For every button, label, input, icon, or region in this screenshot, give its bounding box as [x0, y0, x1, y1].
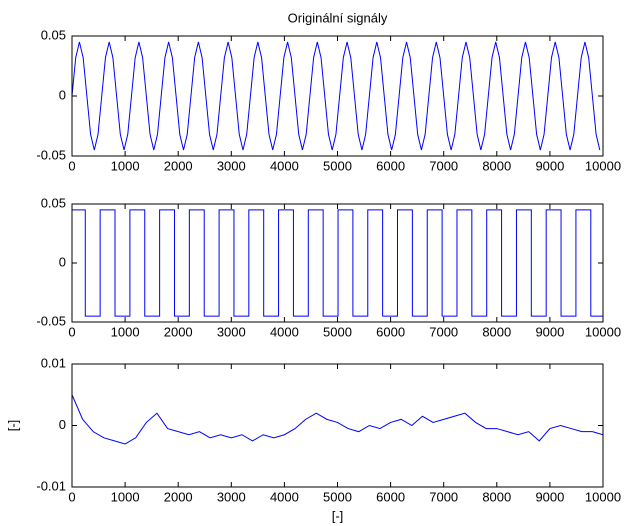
x-tick-label: 8000: [482, 324, 511, 339]
x-axis-label: [-]: [332, 508, 344, 523]
x-tick-label: 4000: [270, 324, 299, 339]
x-tick-label: 8000: [482, 489, 511, 504]
axes-box: [72, 364, 603, 487]
axes-box: [72, 204, 603, 322]
y-tick-label: -0.05: [36, 313, 66, 328]
x-tick-label: 4000: [270, 489, 299, 504]
x-tick-label: 10000: [585, 324, 621, 339]
y-tick-label: 0.01: [41, 355, 66, 370]
x-tick-label: 7000: [429, 324, 458, 339]
x-tick-label: 6000: [376, 158, 405, 173]
signal-line: [71, 41, 601, 151]
y-axis-label: [-]: [5, 420, 20, 432]
x-tick-label: 7000: [429, 158, 458, 173]
x-tick-label: 3000: [217, 158, 246, 173]
x-tick-label: 8000: [482, 158, 511, 173]
x-tick-label: 1000: [111, 489, 140, 504]
x-tick-label: 9000: [535, 489, 564, 504]
x-tick-label: 2000: [164, 489, 193, 504]
x-tick-label: 4000: [270, 158, 299, 173]
x-tick-label: 0: [68, 158, 75, 173]
x-tick-label: 2000: [164, 324, 193, 339]
x-tick-label: 9000: [535, 324, 564, 339]
y-tick-label: 0: [59, 417, 66, 432]
x-tick-label: 5000: [323, 324, 352, 339]
x-tick-label: 2000: [164, 158, 193, 173]
x-tick-label: 9000: [535, 158, 564, 173]
x-tick-label: 6000: [376, 489, 405, 504]
x-tick-label: 7000: [429, 489, 458, 504]
x-tick-label: 10000: [585, 158, 621, 173]
x-tick-label: 0: [68, 324, 75, 339]
x-tick-label: 5000: [323, 158, 352, 173]
signal-line: [71, 394, 604, 445]
y-tick-label: -0.05: [36, 147, 66, 162]
axes-box: [72, 36, 603, 156]
x-tick-label: 3000: [217, 324, 246, 339]
y-tick-label: -0.01: [36, 478, 66, 493]
x-tick-label: 1000: [111, 324, 140, 339]
x-tick-label: 1000: [111, 158, 140, 173]
x-tick-label: 10000: [585, 489, 621, 504]
y-tick-label: 0.05: [41, 195, 66, 210]
y-tick-label: 0: [59, 87, 66, 102]
chart-title: Originální signály: [288, 10, 388, 25]
x-tick-label: 3000: [217, 489, 246, 504]
x-tick-label: 0: [68, 489, 75, 504]
y-tick-label: 0: [59, 254, 66, 269]
y-tick-label: 0.05: [41, 27, 66, 42]
signal-line: [72, 209, 603, 317]
x-tick-label: 5000: [323, 489, 352, 504]
x-tick-label: 6000: [376, 324, 405, 339]
